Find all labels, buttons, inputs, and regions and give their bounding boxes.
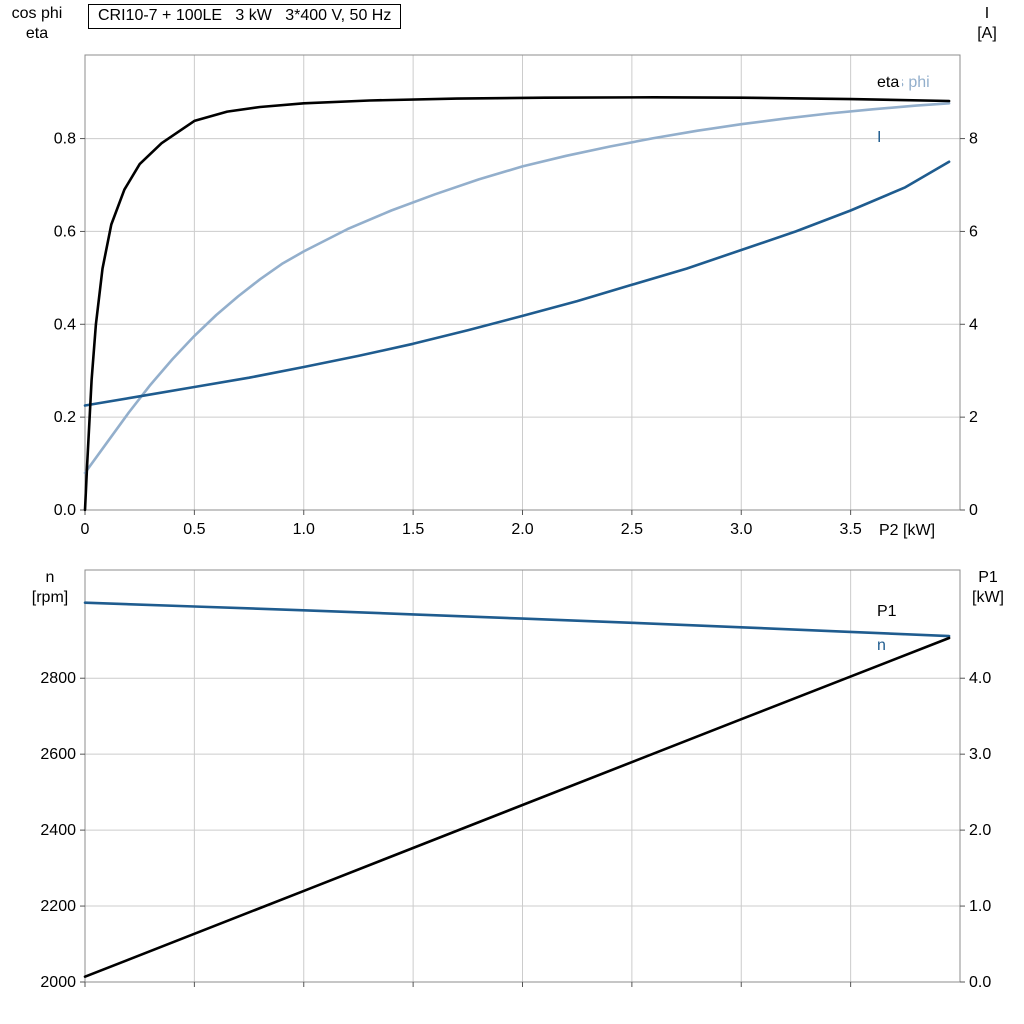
svg-text:3.0: 3.0 (730, 521, 752, 538)
svg-text:4: 4 (969, 316, 978, 333)
svg-text:0: 0 (969, 502, 978, 519)
top-right-axis-title: I [A] (960, 4, 1014, 44)
svg-text:2600: 2600 (40, 746, 76, 763)
svg-text:6: 6 (969, 223, 978, 240)
chart-title: CRI10-7 + 100LE 3 kW 3*400 V, 50 Hz (88, 4, 402, 29)
n-curve-label: n (877, 637, 886, 654)
speed-axis-title-line1: n (45, 569, 55, 586)
svg-text:1.0: 1.0 (293, 521, 315, 538)
svg-text:0: 0 (81, 521, 90, 538)
svg-text:0.0: 0.0 (54, 502, 76, 519)
svg-text:2.5: 2.5 (621, 521, 643, 538)
svg-text:0.4: 0.4 (54, 316, 76, 333)
svg-text:2.0: 2.0 (969, 822, 991, 839)
p1-curve-label: P1 (877, 603, 897, 620)
svg-text:2800: 2800 (40, 670, 76, 687)
x-axis-label: P2 [kW] (879, 522, 936, 539)
bottom-left-axis-title: n [rpm] (18, 568, 82, 608)
svg-text:0.5: 0.5 (183, 521, 205, 538)
svg-text:0.8: 0.8 (54, 131, 76, 148)
right-axis-title-line1: I (984, 5, 990, 22)
left-axis-title-line1: cos phi (11, 5, 63, 22)
svg-text:3.5: 3.5 (840, 521, 862, 538)
p1-axis-title-line1: P1 (978, 569, 998, 586)
svg-text:3.0: 3.0 (969, 746, 991, 763)
svg-text:1.0: 1.0 (969, 898, 991, 915)
svg-text:2400: 2400 (40, 822, 76, 839)
eta-curve-label: eta (877, 74, 903, 92)
p1-axis-title-line2: [kW] (972, 589, 1004, 606)
svg-text:0.6: 0.6 (54, 223, 76, 240)
svg-text:4.0: 4.0 (969, 670, 991, 687)
speed-axis-title-line2: [rpm] (31, 589, 69, 606)
svg-text:0.0: 0.0 (969, 974, 991, 991)
current-curve-label: I (877, 129, 882, 146)
svg-text:2: 2 (969, 409, 978, 426)
top-left-axis-title: cos phi eta (4, 4, 70, 44)
svg-text:1.5: 1.5 (402, 521, 424, 538)
svg-text:2000: 2000 (40, 974, 76, 991)
svg-text:2.0: 2.0 (511, 521, 533, 538)
right-axis-title-line2: [A] (977, 25, 997, 42)
svg-text:2200: 2200 (40, 898, 76, 915)
svg-text:0.2: 0.2 (54, 409, 76, 426)
svg-text:8: 8 (969, 131, 978, 148)
bottom-right-axis-title: P1 [kW] (960, 568, 1016, 608)
left-axis-title-line2: eta (25, 25, 49, 42)
